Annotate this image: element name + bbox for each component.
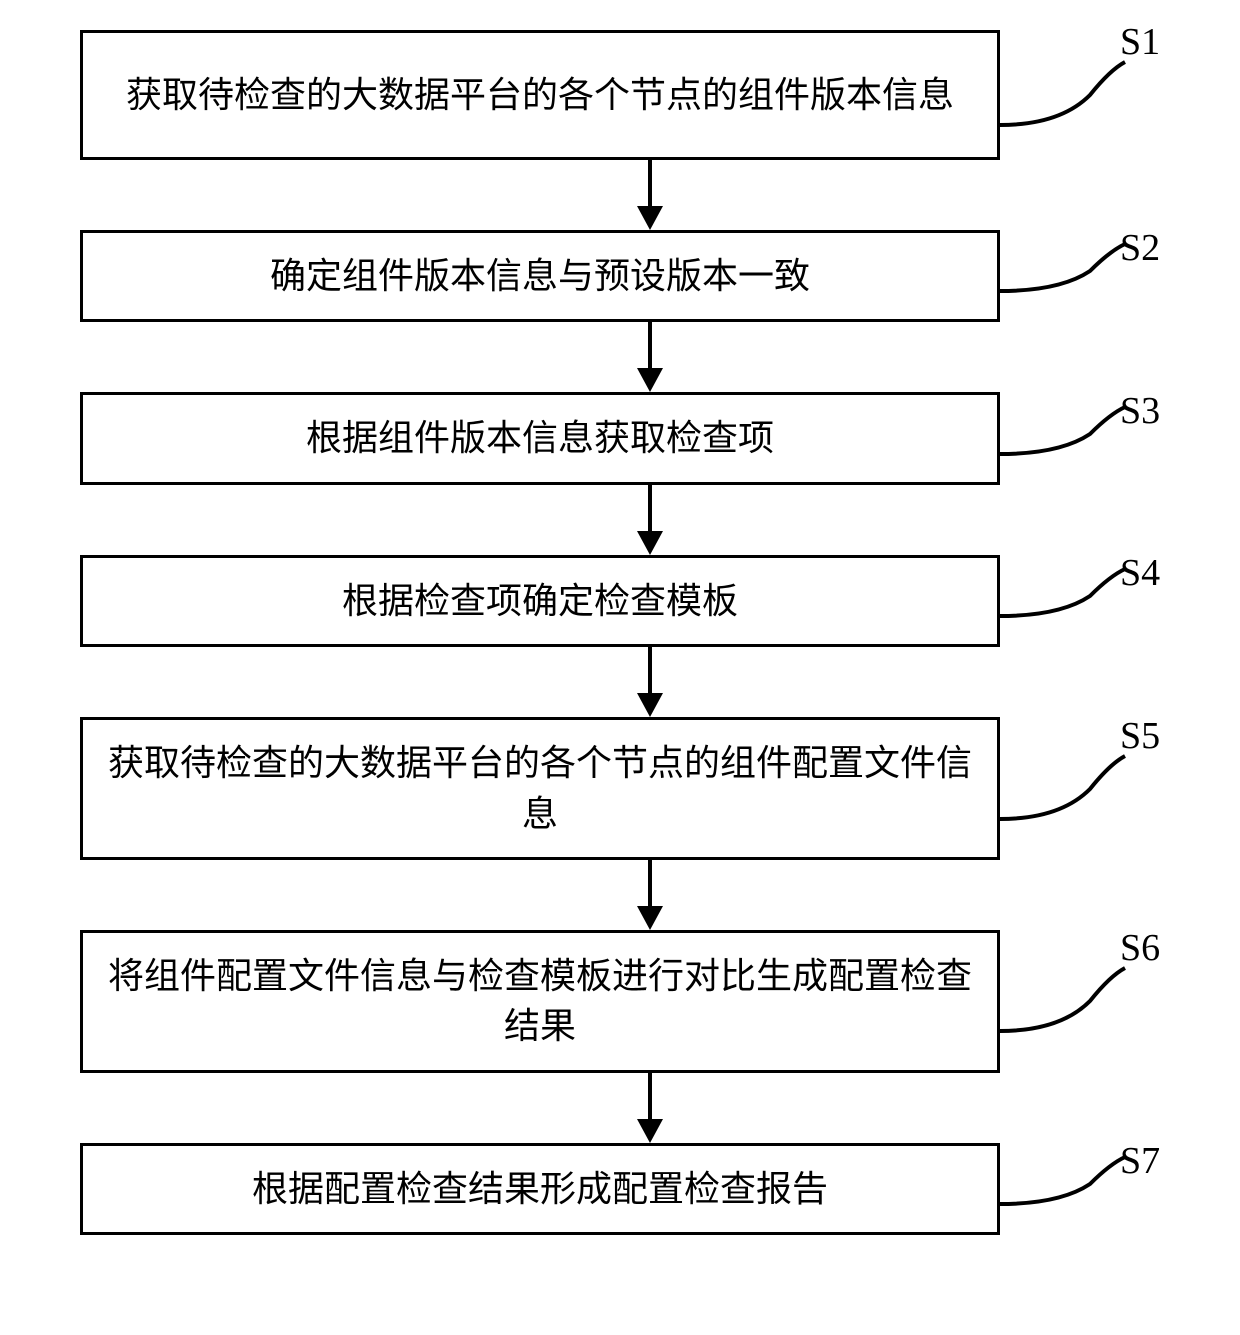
step-label: S6: [1120, 926, 1160, 970]
arrow-s5-s6: [190, 860, 1110, 930]
label-container-s1: S1: [1000, 30, 1220, 160]
arrow-s6-s7: [190, 1073, 1110, 1143]
step-row-s1: 获取待检查的大数据平台的各个节点的组件版本信息 S1: [20, 30, 1220, 160]
label-container-s3: S3: [1000, 399, 1220, 479]
step-text: 确定组件版本信息与预设版本一致: [270, 251, 810, 301]
label-container-s5: S5: [1000, 724, 1220, 854]
step-row-s5: 获取待检查的大数据平台的各个节点的组件配置文件信息 S5: [20, 717, 1220, 860]
step-text: 根据检查项确定检查模板: [342, 576, 738, 626]
curve-connector: [1000, 50, 1130, 140]
step-row-s6: 将组件配置文件信息与检查模板进行对比生成配置检查结果 S6: [20, 930, 1220, 1073]
step-text: 获取待检查的大数据平台的各个节点的组件配置文件信息: [103, 738, 977, 839]
step-label: S1: [1120, 20, 1160, 64]
arrow-head-icon: [637, 531, 663, 555]
step-box-s4: 根据检查项确定检查模板: [80, 555, 1000, 647]
step-box-s6: 将组件配置文件信息与检查模板进行对比生成配置检查结果: [80, 930, 1000, 1073]
label-container-s2: S2: [1000, 236, 1220, 316]
arrow-head-icon: [637, 368, 663, 392]
step-label: S7: [1120, 1139, 1160, 1183]
step-text: 将组件配置文件信息与检查模板进行对比生成配置检查结果: [103, 951, 977, 1052]
step-label: S2: [1120, 226, 1160, 270]
step-box-s7: 根据配置检查结果形成配置检查报告: [80, 1143, 1000, 1235]
step-box-s5: 获取待检查的大数据平台的各个节点的组件配置文件信息: [80, 717, 1000, 860]
arrow-line: [648, 160, 652, 208]
arrow-line: [648, 1073, 652, 1121]
arrow-head-icon: [637, 1119, 663, 1143]
arrow-head-icon: [637, 693, 663, 717]
step-text: 根据组件版本信息获取检查项: [306, 413, 774, 463]
label-container-s7: S7: [1000, 1149, 1220, 1229]
step-text: 根据配置检查结果形成配置检查报告: [252, 1164, 828, 1214]
step-label: S3: [1120, 389, 1160, 433]
curve-connector: [1000, 561, 1130, 641]
step-label: S5: [1120, 714, 1160, 758]
step-row-s4: 根据检查项确定检查模板 S4: [20, 555, 1220, 647]
label-container-s4: S4: [1000, 561, 1220, 641]
arrow-line: [648, 322, 652, 370]
step-row-s2: 确定组件版本信息与预设版本一致 S2: [20, 230, 1220, 322]
curve-connector: [1000, 399, 1130, 479]
arrow-line: [648, 860, 652, 908]
step-box-s1: 获取待检查的大数据平台的各个节点的组件版本信息: [80, 30, 1000, 160]
label-container-s6: S6: [1000, 936, 1220, 1066]
arrow-s1-s2: [190, 160, 1110, 230]
arrow-s4-s5: [190, 647, 1110, 717]
curve-connector: [1000, 1149, 1130, 1229]
step-label: S4: [1120, 551, 1160, 595]
arrow-line: [648, 647, 652, 695]
curve-connector: [1000, 956, 1130, 1046]
step-row-s7: 根据配置检查结果形成配置检查报告 S7: [20, 1143, 1220, 1235]
arrow-line: [648, 485, 652, 533]
curve-connector: [1000, 744, 1130, 834]
curve-connector: [1000, 236, 1130, 316]
step-row-s3: 根据组件版本信息获取检查项 S3: [20, 392, 1220, 484]
step-box-s2: 确定组件版本信息与预设版本一致: [80, 230, 1000, 322]
arrow-s2-s3: [190, 322, 1110, 392]
step-box-s3: 根据组件版本信息获取检查项: [80, 392, 1000, 484]
arrow-head-icon: [637, 906, 663, 930]
arrow-head-icon: [637, 206, 663, 230]
flowchart-container: 获取待检查的大数据平台的各个节点的组件版本信息 S1 确定组件版本信息与预设版本…: [20, 30, 1220, 1235]
arrow-s3-s4: [190, 485, 1110, 555]
step-text: 获取待检查的大数据平台的各个节点的组件版本信息: [126, 70, 954, 120]
